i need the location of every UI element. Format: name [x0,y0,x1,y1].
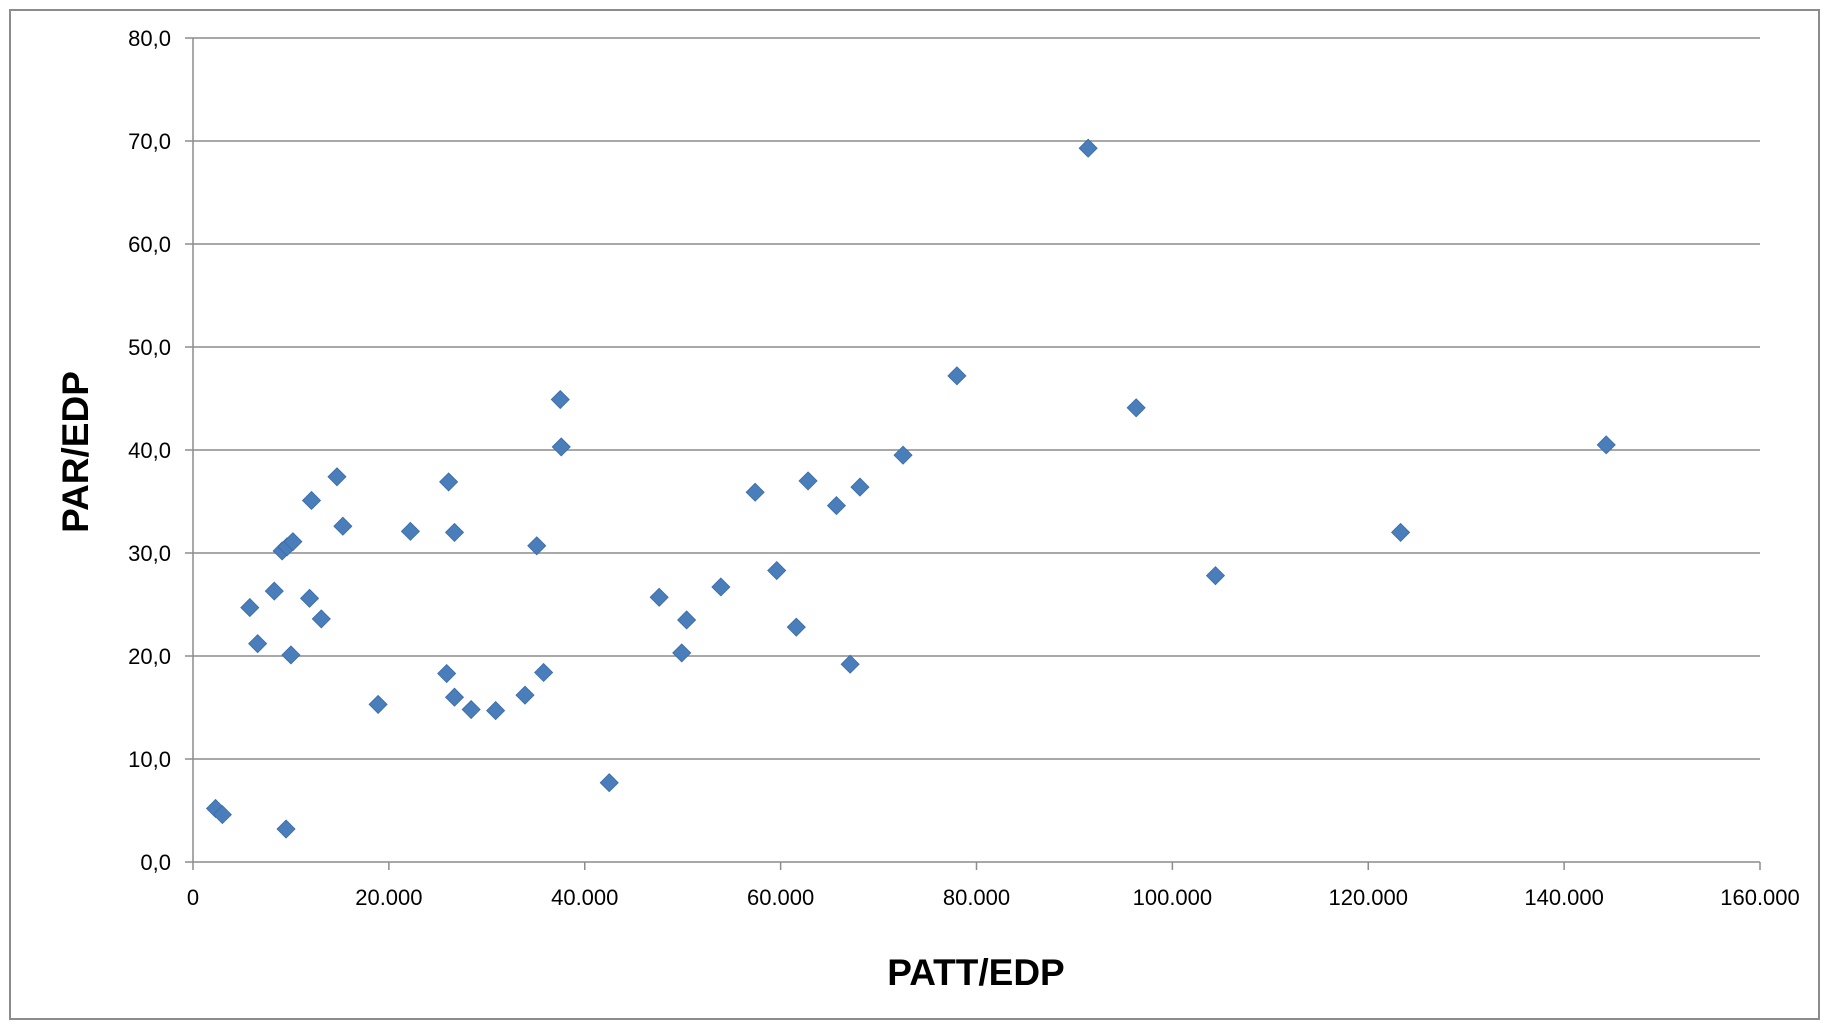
data-point-23 [515,685,535,705]
data-point-17 [437,663,457,684]
x-axis-label: PATT/EDP [887,952,1064,993]
data-point-37 [826,496,847,516]
y-tick-label: 60,0 [128,232,171,257]
data-point-16 [400,521,420,541]
y-tick-label: 0,0 [140,850,171,875]
data-point-39 [850,477,870,497]
y-tick-label: 50,0 [128,335,171,360]
data-point-32 [711,577,731,597]
data-point-45 [1391,522,1411,542]
data-point-43 [1126,398,1146,418]
data-point-1 [212,805,232,825]
data-point-35 [786,617,806,637]
data-point-4 [264,581,284,601]
data-point-24 [527,536,547,556]
x-tick-label: 60.000 [747,885,814,910]
data-point-31 [677,610,697,630]
data-point-22 [486,701,506,721]
x-tick-labels: 0 20.000 40.000 60.000 80.000 100.000 120.000 1… [187,885,1800,910]
x-tick-label: 140.000 [1524,885,1604,910]
y-tick-label: 10,0 [128,747,171,772]
y-tick-label: 80,0 [128,26,171,51]
y-axis-label: PAR/EDP [55,371,96,533]
y-tick-label: 40,0 [128,438,171,463]
chart-frame [9,9,1820,1020]
data-points [205,138,1616,839]
y-tick-label: 30,0 [128,541,171,566]
data-point-3 [248,634,268,654]
data-point-34 [767,560,787,581]
data-point-2 [240,598,260,618]
data-point-8 [281,645,301,665]
data-point-30 [672,643,692,663]
data-point-44 [1205,566,1226,586]
x-tick-label: 120.000 [1328,885,1408,910]
data-point-15 [368,694,388,714]
data-point-26 [550,389,570,410]
data-point-19 [444,522,465,542]
data-point-27 [551,437,571,457]
data-point-20 [444,687,465,707]
data-point-10 [299,588,320,608]
y-tick-label: 20,0 [128,644,171,669]
data-point-21 [461,699,481,720]
data-point-25 [534,662,554,683]
data-point-13 [327,467,347,487]
data-point-18 [439,472,459,492]
x-tick-label: 80.000 [943,885,1010,910]
data-point-11 [301,490,322,511]
x-tick-label: 160.000 [1720,885,1800,910]
data-point-12 [311,609,331,629]
data-point-33 [745,482,765,502]
y-tick-labels: 0,0 10,0 20,0 30,0 40,0 50,0 60,0 70,0 80,0 [128,26,171,875]
data-point-46 [1596,435,1616,455]
data-point-36 [798,471,818,491]
data-point-38 [840,654,860,674]
data-point-40 [893,445,913,465]
data-point-6 [276,819,296,839]
data-point-14 [333,516,353,536]
data-point-9 [283,532,303,552]
data-point-42 [1078,138,1098,158]
y-tick-label: 70,0 [128,129,171,154]
x-tick-label: 20.000 [355,885,422,910]
x-tick-label: 100.000 [1133,885,1213,910]
x-tick-label: 0 [187,885,199,910]
data-point-41 [947,366,967,386]
data-point-29 [649,587,669,607]
axes [185,37,1761,870]
x-tick-label: 40.000 [551,885,618,910]
grid-lines [193,37,1760,760]
data-point-28 [599,773,619,793]
